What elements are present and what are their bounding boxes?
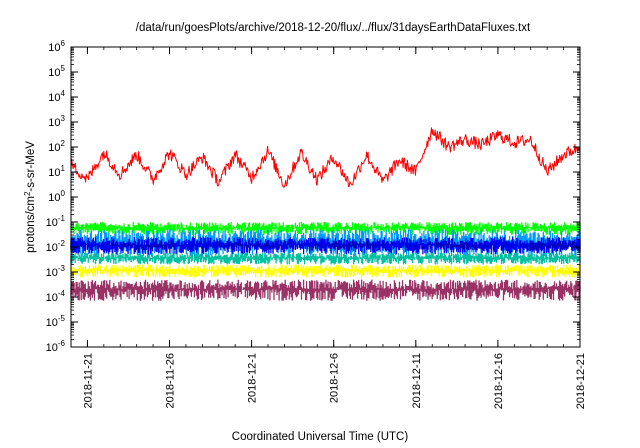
y-tick-exp: 4 bbox=[61, 89, 66, 98]
y-tick-base: 10 bbox=[46, 317, 58, 329]
y-tick-label: 100 bbox=[48, 189, 65, 204]
y-tick-label: 10-4 bbox=[46, 289, 66, 304]
y-tick-exp: -1 bbox=[58, 214, 66, 223]
x-tick-label: 2018-11-21 bbox=[82, 353, 94, 408]
x-tick-label: 2018-12-1 bbox=[247, 353, 259, 403]
y-tick-base: 10 bbox=[48, 142, 60, 154]
y-tick-exp: -6 bbox=[58, 339, 66, 348]
y-tick-base: 10 bbox=[48, 92, 60, 104]
y-tick-exp: -5 bbox=[58, 314, 66, 323]
y-tick-exp: 2 bbox=[61, 139, 66, 148]
y-tick-exp: 5 bbox=[61, 64, 66, 73]
x-tick-label: 2018-12-11 bbox=[411, 353, 423, 408]
y-tick-exp: 0 bbox=[61, 189, 66, 198]
y-tick-exp: -2 bbox=[58, 239, 66, 248]
y-tick-label: 10-6 bbox=[46, 339, 66, 354]
y-tick-base: 10 bbox=[46, 217, 58, 229]
x-axis-label: Coordinated Universal Time (UTC) bbox=[232, 431, 409, 443]
y-axis-label-prefix: protons/cm bbox=[25, 196, 37, 253]
x-tick-label: 2018-12-21 bbox=[575, 353, 587, 409]
y-tick-base: 10 bbox=[46, 292, 58, 304]
series-1-line bbox=[70, 127, 581, 188]
y-tick-base: 10 bbox=[48, 192, 60, 204]
y-tick-label: 105 bbox=[48, 64, 65, 79]
y-tick-base: 10 bbox=[46, 267, 58, 279]
x-tick-label: 2018-12-16 bbox=[493, 353, 505, 409]
y-tick-base: 10 bbox=[48, 42, 60, 54]
y-tick-label: 106 bbox=[48, 39, 65, 54]
y-tick-label: 10-5 bbox=[46, 314, 66, 329]
y-tick-label: 102 bbox=[48, 139, 65, 154]
y-tick-label: 104 bbox=[48, 89, 65, 104]
y-tick-exp: -4 bbox=[58, 289, 66, 298]
y-tick-exp: 3 bbox=[61, 114, 66, 123]
y-tick-label: 10-1 bbox=[46, 214, 66, 229]
y-axis-label-sup: 2 bbox=[23, 191, 32, 196]
y-tick-label: 10-3 bbox=[46, 264, 66, 279]
y-tick-base: 10 bbox=[46, 242, 58, 254]
y-tick-label: 10-2 bbox=[46, 239, 66, 254]
chart-title: /data/run/goesPlots/archive/2018-12-20/f… bbox=[136, 22, 531, 34]
y-axis-label: protons/cm2-s-sr-MeV bbox=[23, 141, 37, 253]
y-tick-base: 10 bbox=[48, 167, 60, 179]
x-tick-label: 2018-11-26 bbox=[165, 353, 177, 408]
y-tick-exp: 6 bbox=[61, 39, 66, 48]
x-tick-label: 2018-12-6 bbox=[329, 353, 341, 403]
y-tick-base: 10 bbox=[48, 67, 60, 79]
y-axis-label-suffix: -s-sr-MeV bbox=[25, 141, 37, 192]
y-tick-exp: 1 bbox=[61, 164, 66, 173]
y-tick-base: 10 bbox=[46, 342, 58, 354]
axes: 10-610-510-410-310-210-11001011021031041… bbox=[46, 39, 587, 409]
y-tick-exp: -3 bbox=[58, 264, 66, 273]
y-tick-base: 10 bbox=[48, 117, 60, 129]
y-tick-label: 101 bbox=[48, 164, 65, 179]
y-tick-label: 103 bbox=[48, 114, 65, 129]
